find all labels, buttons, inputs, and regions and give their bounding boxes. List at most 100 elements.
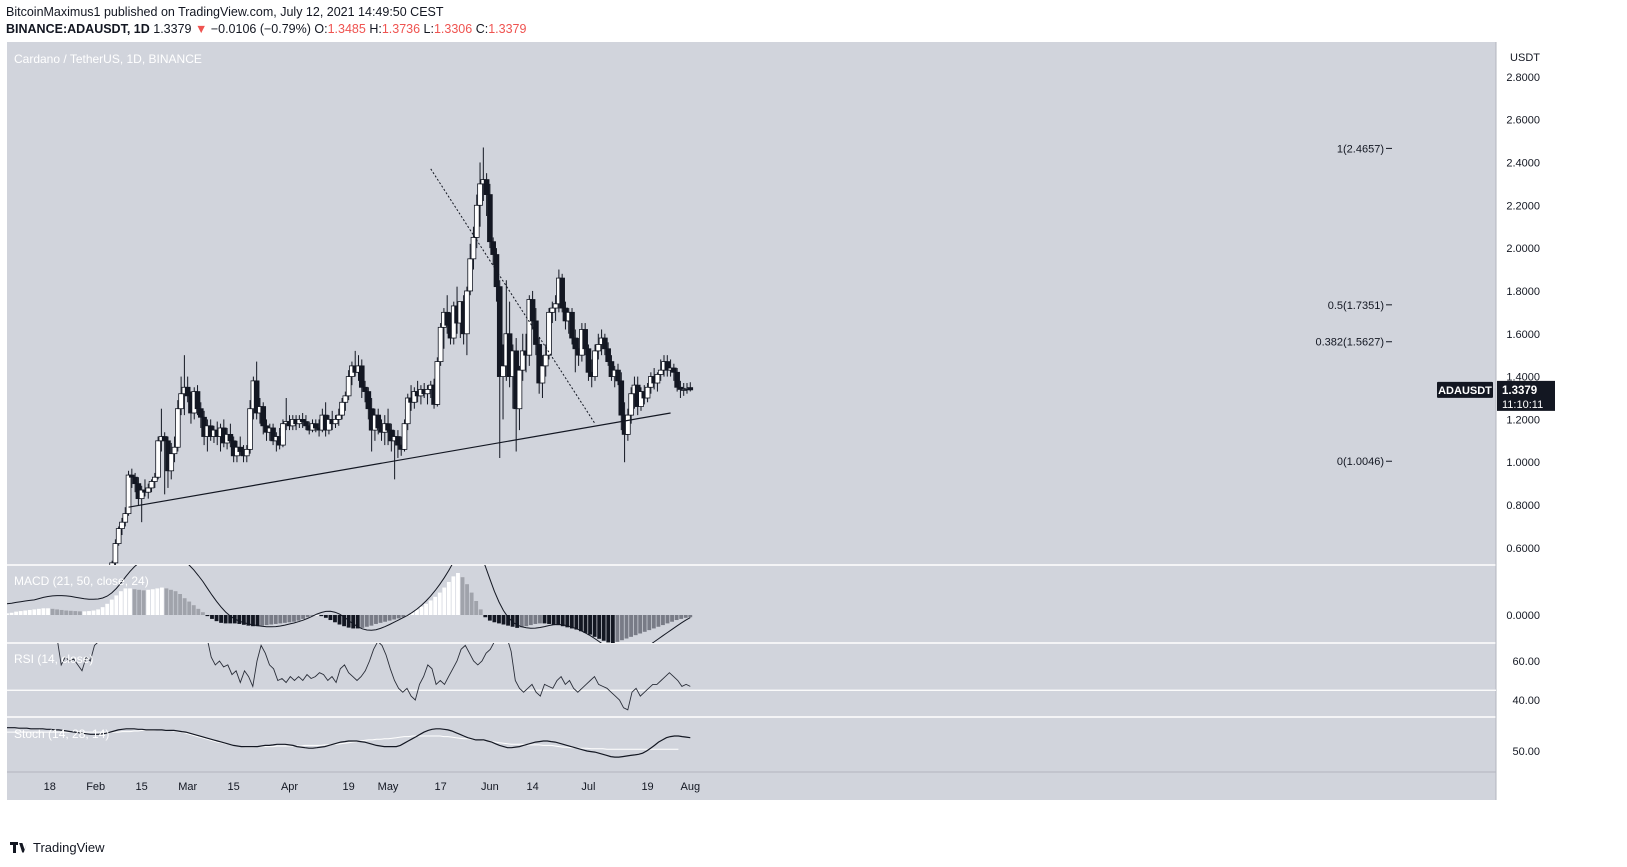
stoch-pane[interactable]: Stoch (14, 28, 14) — [7, 727, 691, 758]
candle — [411, 391, 418, 403]
candle — [227, 433, 234, 442]
macd-plot — [7, 565, 693, 643]
macd-histogram-bar — [610, 615, 615, 643]
macd-histogram-bar — [579, 615, 583, 632]
macd-histogram-bar — [574, 615, 579, 630]
macd-histogram-bar — [469, 592, 474, 615]
macd-histogram-bar — [210, 615, 214, 619]
candle — [559, 277, 565, 309]
symbol-tag — [1437, 381, 1493, 398]
macd-histogram-bar — [683, 615, 688, 618]
macd-histogram-bar — [182, 598, 187, 615]
macd-histogram-bar — [178, 594, 183, 615]
time-axis-background — [7, 772, 1496, 800]
price-tick-label: 1.8000 — [1506, 286, 1540, 298]
candle — [487, 194, 493, 243]
candle — [582, 329, 588, 350]
macd-histogram-bar — [146, 589, 151, 615]
candle — [536, 344, 542, 384]
macd-histogram-bar — [456, 573, 460, 615]
macd-histogram-bar — [542, 615, 547, 624]
rsi-pane[interactable]: RSI (14, close) — [7, 638, 1496, 711]
symbol-tag-label: ADAUSDT — [1438, 385, 1492, 397]
fib-level-label: 0(1.0046) — [1337, 456, 1384, 468]
macd-histogram-bar — [510, 615, 515, 627]
open-label: O: — [314, 22, 328, 36]
candle — [171, 446, 178, 455]
macd-histogram-bar — [141, 590, 146, 615]
resistance-trendline — [430, 168, 596, 424]
candle — [358, 365, 365, 388]
macd-histogram-bar — [551, 615, 556, 625]
candle — [572, 337, 579, 350]
macd-histogram-bar — [18, 611, 23, 615]
macd-histogram-bar — [451, 576, 456, 615]
last-price-value: 1.3379 — [1502, 385, 1537, 397]
price-tick-label: 0.8000 — [1506, 500, 1540, 512]
close-value: 1.3379 — [488, 22, 527, 36]
candle — [178, 393, 184, 410]
candle — [385, 423, 391, 431]
macd-pane[interactable]: MACD (21, 50, close, 24) — [5, 544, 693, 656]
macd-histogram-bar — [337, 615, 342, 625]
macd-histogram-bar — [528, 615, 533, 626]
macd-histogram-bar — [14, 611, 19, 615]
candle — [490, 241, 496, 255]
fib-level-label: 0.382(1.5627) — [1316, 337, 1385, 349]
footer: TradingView — [10, 840, 105, 855]
price-unit-label: USDT — [1510, 52, 1540, 64]
candle — [644, 386, 651, 399]
macd-histogram-bar — [205, 615, 210, 617]
price-tick-label: 2.0000 — [1506, 243, 1540, 255]
time-axis[interactable]: 18 Feb 15 Mar 15 Apr 19 May 17 Jun 14 Jul 19 Aug — [44, 781, 700, 793]
candle — [161, 436, 168, 442]
candle — [546, 311, 552, 356]
macd-histogram-bar — [688, 615, 693, 618]
chart-header: BitcoinMaximus1 published on TradingView… — [6, 4, 526, 38]
chart-canvas[interactable]: Cardano / TetherUS, 1D, BINANCE 1(2.4657)… — [0, 0, 1627, 835]
macd-histogram-bar — [533, 615, 538, 624]
candle — [365, 391, 372, 410]
last-price-tag — [1497, 380, 1555, 411]
macd-histogram-bar — [346, 615, 351, 628]
candle — [444, 311, 450, 326]
macd-histogram-bar — [396, 615, 401, 619]
macd-histogram-bar — [87, 611, 91, 615]
candle — [595, 344, 602, 352]
candle — [625, 414, 631, 435]
candle — [168, 453, 175, 472]
stoch-label: Stoch (14, 28, 14) — [14, 727, 109, 741]
macd-histogram-bar — [483, 615, 488, 618]
macd-histogram-bar — [287, 615, 292, 623]
macd-histogram-bar — [633, 615, 638, 636]
price-axis[interactable]: 2.8000 2.6000 2.4000 2.2000 2.0000 1.8000 1.60… — [1437, 52, 1555, 758]
macd-histogram-bar — [428, 600, 433, 615]
price-pane[interactable]: Cardano / TetherUS, 1D, BINANCE 1(2.4657)… — [7, 52, 1496, 574]
macd-histogram-bar — [296, 615, 301, 621]
macd-histogram-bar — [615, 615, 620, 642]
time-tick-label: 19 — [343, 781, 355, 793]
candle — [585, 348, 592, 373]
macd-histogram-bar — [647, 615, 652, 631]
macd-histogram-bar — [260, 615, 265, 626]
macd-histogram-bar — [187, 601, 192, 615]
price-tick-label: 1.6000 — [1506, 329, 1540, 341]
macd-histogram-bar — [7, 613, 9, 615]
candle — [148, 481, 155, 489]
macd-histogram-bar — [169, 589, 173, 615]
macd-histogram-bar — [114, 595, 119, 615]
macd-histogram-bar — [492, 615, 497, 623]
candle — [237, 446, 244, 452]
macd-histogram-bar — [278, 615, 283, 624]
macd-histogram-bar — [415, 609, 419, 615]
candle — [260, 406, 267, 427]
high-label: H: — [369, 22, 382, 36]
macd-histogram-bar — [433, 596, 438, 615]
macd-histogram-bar — [410, 612, 415, 615]
candle — [467, 258, 473, 292]
close-label: C: — [475, 22, 489, 36]
macd-histogram-bar — [383, 615, 387, 622]
rsi-tick-label: 60.00 — [1512, 656, 1540, 668]
footer-brand: TradingView — [33, 840, 105, 855]
price-tick-label: 2.8000 — [1506, 72, 1540, 84]
